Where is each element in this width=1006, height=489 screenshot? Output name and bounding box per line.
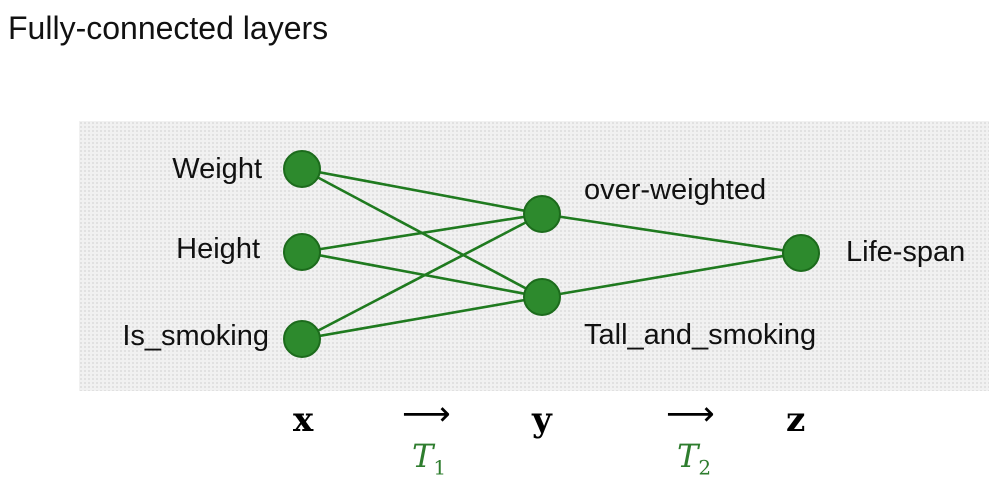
vector-z: z bbox=[786, 400, 806, 440]
node-is-smoking bbox=[283, 320, 321, 358]
node-height bbox=[283, 233, 321, 271]
hidden-label-tall-and-smoking: Tall_and_smoking bbox=[584, 319, 817, 351]
output-label-life-span: Life-span bbox=[846, 236, 966, 268]
edge-overweighted-lifespan bbox=[541, 212, 802, 255]
node-tall-and-smoking bbox=[523, 278, 561, 316]
slide-title: Fully-connected layers bbox=[8, 10, 329, 46]
transform-t1-symbol: T bbox=[412, 437, 434, 475]
input-label-weight: Weight bbox=[172, 153, 262, 185]
transform-t2-subscript: 2 bbox=[698, 455, 712, 480]
nodes bbox=[283, 150, 820, 358]
input-label-is-smoking: Is_smoking bbox=[122, 320, 269, 352]
edge-issmoking-tallsmoking bbox=[301, 295, 543, 341]
node-life-span bbox=[782, 234, 820, 272]
node-weight bbox=[283, 150, 321, 188]
transform-t1: T1 bbox=[412, 438, 446, 485]
network-panel bbox=[79, 121, 989, 391]
vector-x: x bbox=[293, 400, 314, 440]
edge-weight-overweighted bbox=[301, 167, 543, 216]
edge-height-tallsmoking bbox=[301, 250, 543, 299]
edge-tallsmoking-lifespan bbox=[541, 251, 802, 299]
transform-t2-symbol: T bbox=[677, 437, 699, 475]
arrow-x-to-y: ⟶ bbox=[402, 394, 451, 434]
vector-y: y bbox=[532, 400, 552, 440]
input-label-height: Height bbox=[176, 233, 260, 265]
node-over-weighted bbox=[523, 195, 561, 233]
edge-issmoking-overweighted bbox=[301, 212, 543, 341]
transform-t1-subscript: 1 bbox=[433, 455, 447, 480]
edges bbox=[301, 167, 802, 341]
arrow-y-to-z: ⟶ bbox=[666, 394, 715, 434]
edge-height-overweighted bbox=[301, 212, 543, 254]
hidden-label-over-weighted: over-weighted bbox=[584, 174, 767, 206]
transform-t2: T2 bbox=[677, 438, 711, 485]
